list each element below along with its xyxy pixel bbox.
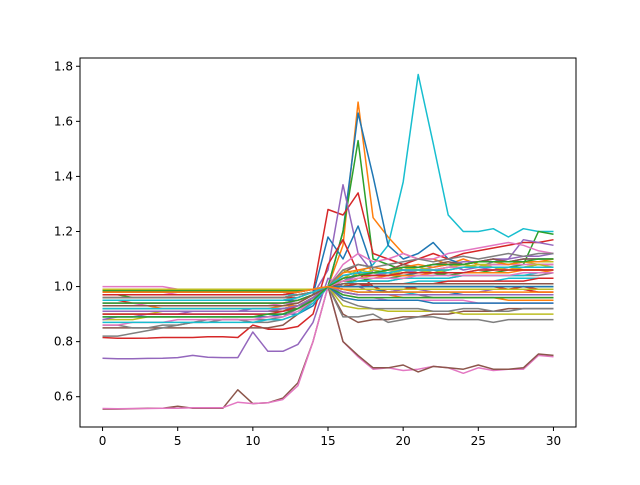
x-tick-label: 20	[396, 434, 411, 448]
y-axis: 0.6 0.8 1.0 1.2 1.4 1.6 1.8	[54, 59, 80, 404]
series-layer	[102, 73, 554, 410]
x-tick-label: 0	[99, 434, 107, 448]
series-line-49	[102, 285, 554, 293]
x-axis: 0 5 10 15 20 25 30	[99, 427, 561, 448]
x-tick-label: 10	[245, 434, 260, 448]
y-tick-label: 1.2	[54, 224, 73, 238]
y-tick-label: 1.0	[54, 280, 73, 294]
x-tick-label: 25	[471, 434, 486, 448]
y-tick-label: 1.8	[54, 59, 73, 73]
x-tick-label: 5	[174, 434, 182, 448]
y-tick-label: 1.4	[54, 169, 73, 183]
y-tick-label: 0.6	[54, 390, 73, 404]
x-tick-label: 15	[320, 434, 335, 448]
x-tick-label: 30	[546, 434, 561, 448]
y-tick-label: 0.8	[54, 335, 73, 349]
y-tick-label: 1.6	[54, 114, 73, 128]
